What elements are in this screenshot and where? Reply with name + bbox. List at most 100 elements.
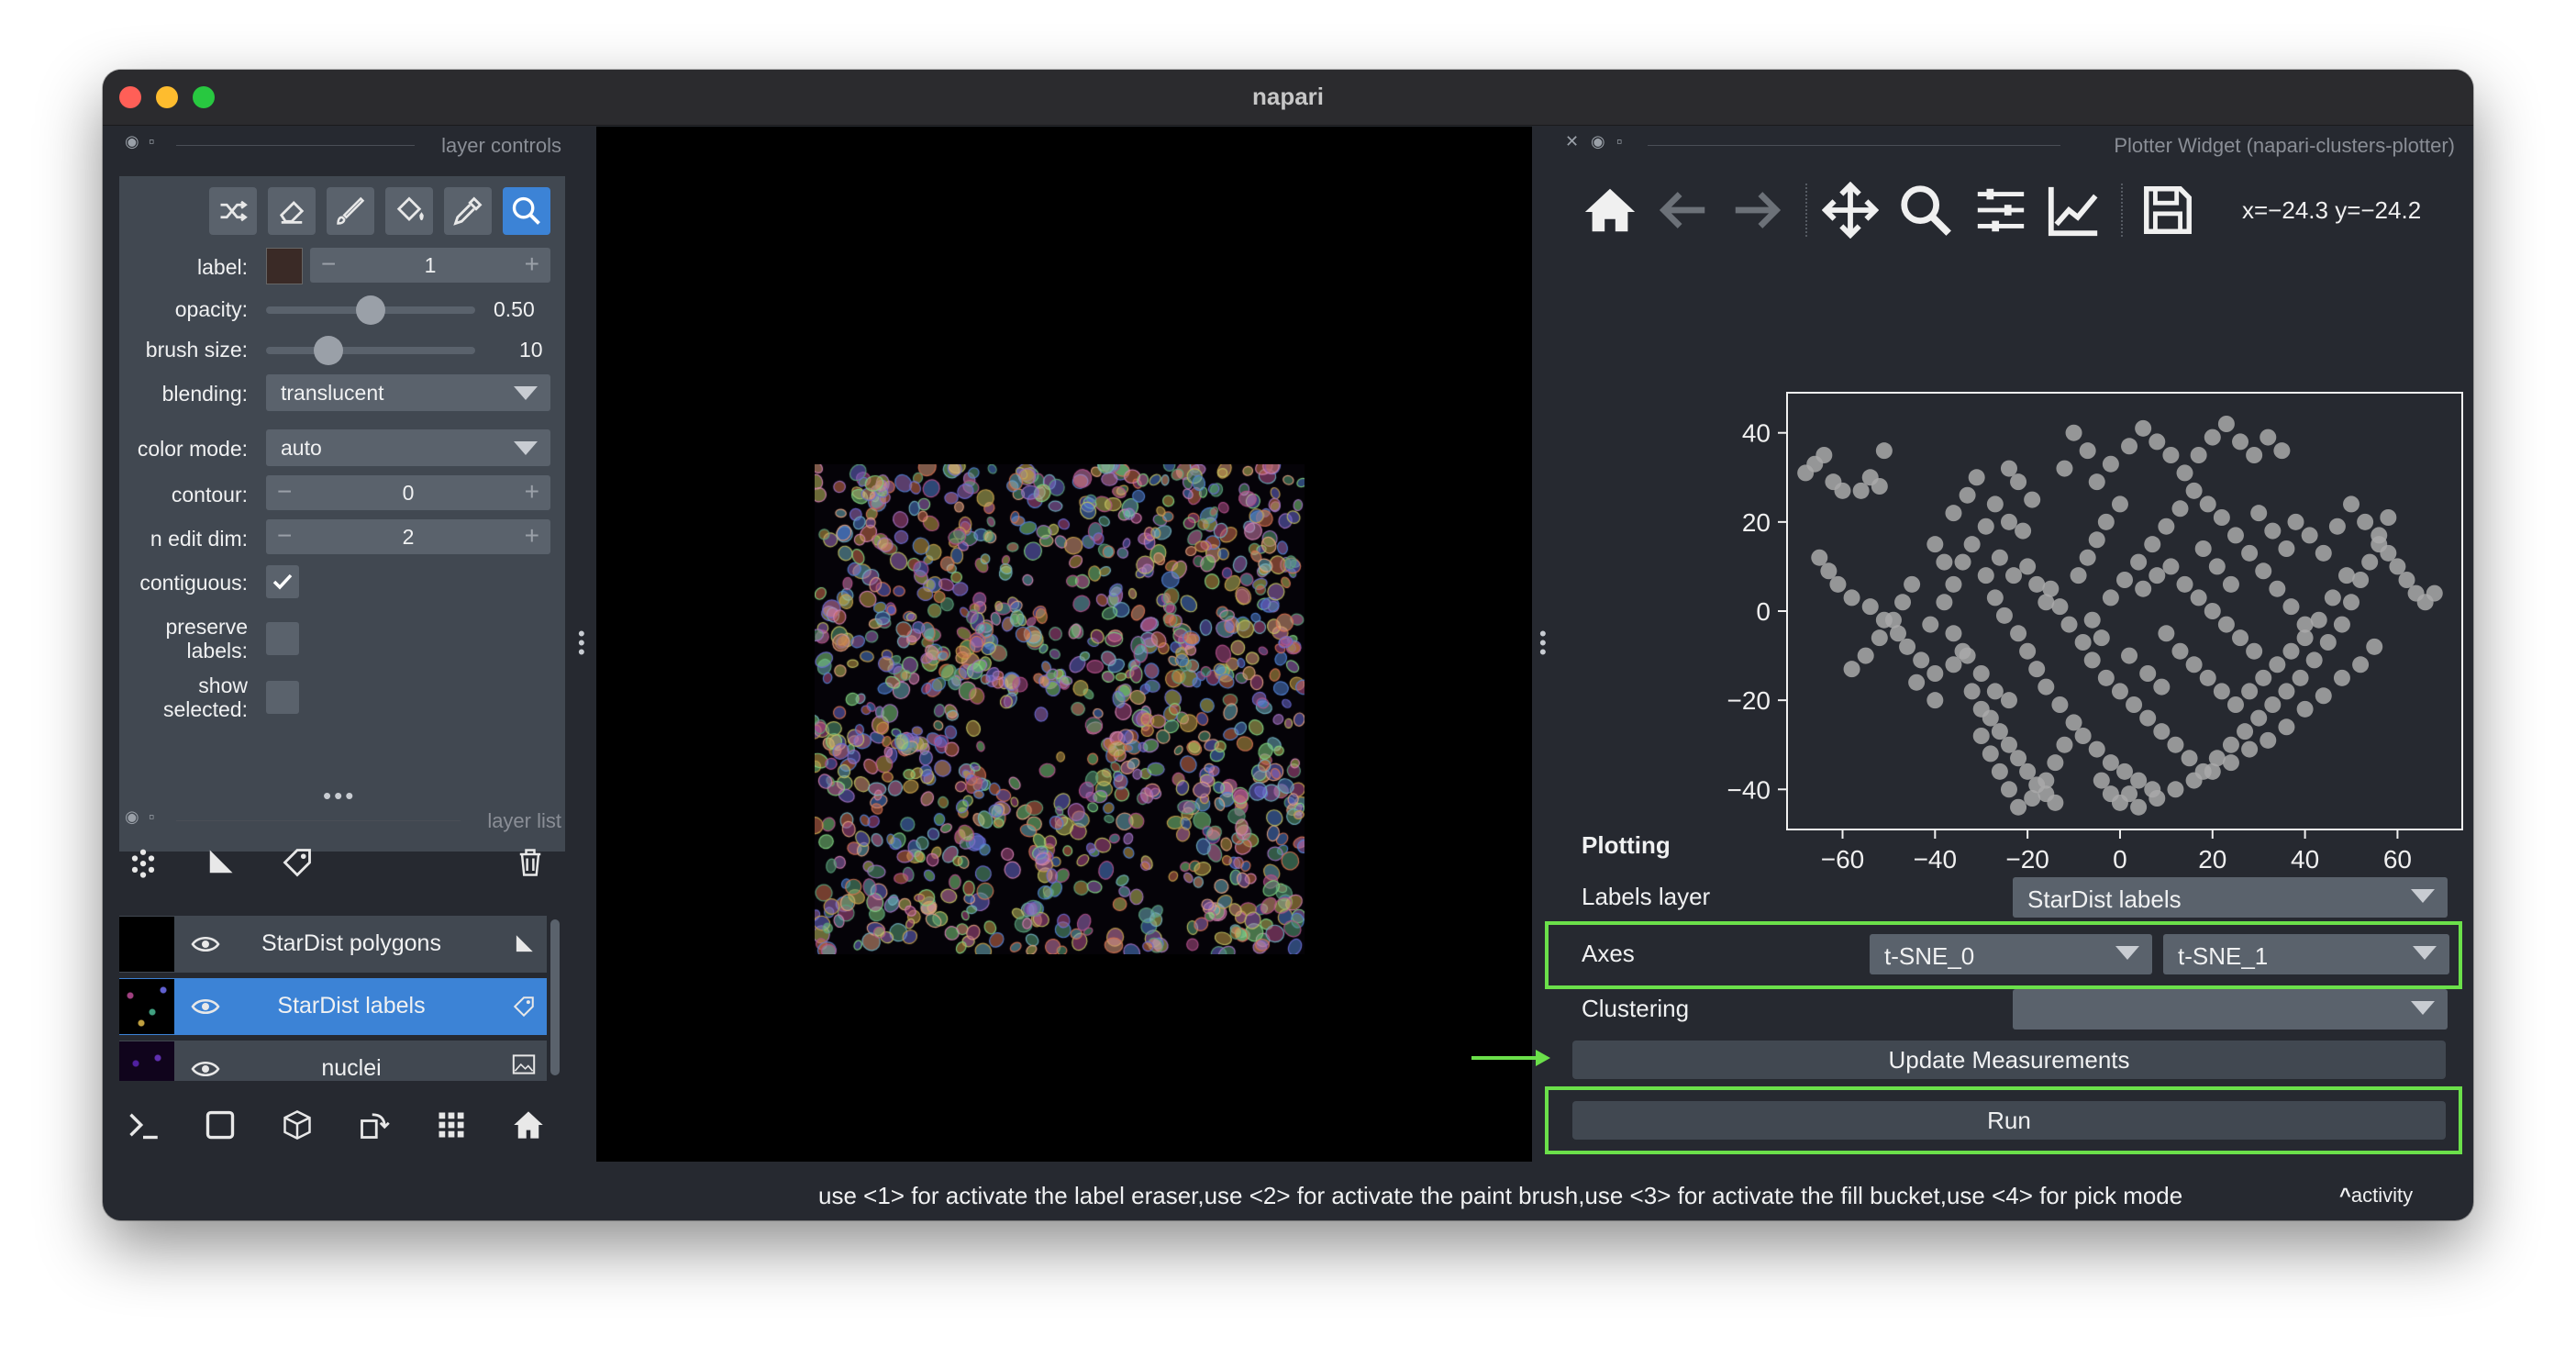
right-splitter-handle[interactable]: • • • [1539,622,1547,663]
blending-value: translucent [281,381,384,405]
shuffle-colors-button[interactable] [209,187,257,235]
contiguous-label: contiguous: [139,571,248,595]
axes-y-dropdown[interactable]: t-SNE_1 [2163,934,2449,974]
scatter-point [2139,665,2157,682]
plot-home-button[interactable] [1578,178,1642,242]
scatter-point [2153,723,2171,740]
eraser-button[interactable] [268,187,316,235]
plot-edit-axes-button[interactable] [2042,178,2106,242]
scatter-point [2019,558,2037,575]
increment-icon[interactable]: + [524,250,539,278]
viewer-canvas[interactable] [596,127,1532,1162]
scatter-point [2185,482,2203,499]
color-picker-icon [453,196,483,226]
scatter-point [2121,438,2138,455]
float-dock-icon[interactable]: ◉ [125,132,139,150]
delete-layer-button[interactable] [506,839,554,886]
shapes-icon [516,935,533,952]
plot-subplots-button[interactable] [1969,178,2033,242]
layer-row-stardist-labels[interactable]: StarDist labels [119,978,547,1035]
splitter-handle[interactable]: ••• [323,782,357,809]
labels-layer-dropdown[interactable]: StarDist labels [2013,877,2448,918]
color-mode-dropdown[interactable]: auto [266,429,550,466]
close-dock-icon[interactable]: ▫ [149,807,155,826]
preserve-labels-checkbox[interactable] [266,622,299,655]
preserve-labels-label: preserve labels: [119,615,248,662]
new-shapes-layer-button[interactable] [196,839,244,886]
show-selected-checkbox[interactable] [266,681,299,714]
increment-icon[interactable]: + [524,477,539,506]
plot-forward-button[interactable] [1725,178,1789,242]
blending-label: blending: [161,382,248,406]
blending-dropdown[interactable]: translucent [266,374,550,411]
minimize-window-button[interactable] [156,86,178,108]
scatter-point [1963,536,1981,553]
maximize-window-button[interactable] [193,86,215,108]
eye-icon[interactable] [191,934,220,954]
fill-bucket-button[interactable] [385,187,433,235]
eye-icon[interactable] [191,1059,220,1079]
new-points-layer-button[interactable] [119,839,167,886]
update-measurements-button[interactable]: Update Measurements [1572,1041,2446,1079]
plot-save-button[interactable] [2136,178,2200,242]
transpose-button[interactable] [350,1101,398,1149]
close-dock-icon[interactable]: ▫ [149,132,155,150]
scatter-point [2204,762,2221,780]
axes-x-dropdown[interactable]: t-SNE_0 [1870,934,2152,974]
n-edit-dim-spinbox[interactable]: − 2 + [266,519,550,554]
zoom-pan-button[interactable] [503,187,550,235]
scatter-point [1884,611,1902,629]
brush-size-slider-handle[interactable] [314,336,344,365]
float-dock-icon[interactable]: ◉ [1591,132,1605,150]
scatter-point [2024,491,2041,508]
save-icon [2144,186,2192,234]
grid-view-button[interactable] [427,1101,475,1149]
opacity-slider-handle[interactable] [356,295,385,325]
float-dock-icon[interactable]: ◉ [125,807,139,826]
scatter-plot[interactable]: −60 −40 −20 0 20 40 60 40 20 0 −20 −40 [1571,314,2470,892]
decrement-icon[interactable]: − [277,477,293,506]
contiguous-checkbox[interactable] [266,565,299,598]
left-splitter-handle[interactable]: • • • [578,622,585,663]
scatter-point [1811,549,1828,566]
run-button[interactable]: Run [1572,1101,2446,1140]
chevron-down-icon [514,386,538,400]
layer-list-scrollbar[interactable] [550,919,560,1075]
new-labels-layer-button[interactable] [273,839,321,886]
brush-size-slider[interactable] [266,347,475,354]
x-tick-label: −60 [1821,845,1865,874]
ndisplay-toggle-button[interactable] [196,1101,244,1149]
plot-pan-button[interactable] [1818,178,1882,242]
plot-zoom-button[interactable] [1893,178,1958,242]
label-row-label: label: [197,255,248,279]
activity-button[interactable]: ^activity [2339,1184,2413,1208]
clustering-dropdown[interactable] [2013,989,2448,1030]
checkmark-icon [272,573,293,590]
label-color-swatch[interactable] [266,248,303,284]
increment-icon[interactable]: + [524,521,539,550]
scatter-point [2343,495,2360,513]
layer-row-stardist-polygons[interactable]: StarDist polygons [119,916,547,973]
paint-brush-button[interactable] [327,187,374,235]
reset-view-button[interactable] [505,1101,552,1149]
scatter-point [2352,572,2370,588]
decrement-icon[interactable]: − [277,521,293,550]
napari-window: napari ◉ ▫ layer controls label: [103,70,2473,1220]
close-icon[interactable]: ✕ [1565,132,1580,150]
layer-row-nuclei[interactable]: nuclei [119,1041,547,1081]
console-button[interactable] [119,1101,167,1149]
roll-button[interactable] [273,1101,321,1149]
color-picker-button[interactable] [444,187,492,235]
close-window-button[interactable] [119,86,141,108]
scatter-point [2292,669,2309,686]
maximize-dock-icon[interactable]: ▫ [1616,132,1623,150]
scatter-point [1829,575,1847,593]
scatter-point [1889,625,1906,642]
eye-icon[interactable] [191,996,220,1017]
scatter-point [2015,522,2032,540]
contour-spinbox[interactable]: − 0 + [266,475,550,510]
decrement-icon[interactable]: − [321,250,337,278]
label-spinbox[interactable]: − 1 + [310,248,550,283]
plot-back-button[interactable] [1651,178,1715,242]
scatter-point [2296,616,2314,633]
